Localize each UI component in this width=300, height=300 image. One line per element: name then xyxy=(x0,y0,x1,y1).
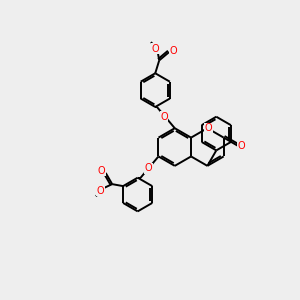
Text: O: O xyxy=(169,46,177,56)
Text: O: O xyxy=(238,140,245,151)
Text: O: O xyxy=(98,166,106,176)
Text: O: O xyxy=(97,186,104,196)
Text: O: O xyxy=(205,123,212,133)
Text: O: O xyxy=(152,44,159,54)
Text: O: O xyxy=(160,112,168,122)
Text: O: O xyxy=(145,163,152,173)
